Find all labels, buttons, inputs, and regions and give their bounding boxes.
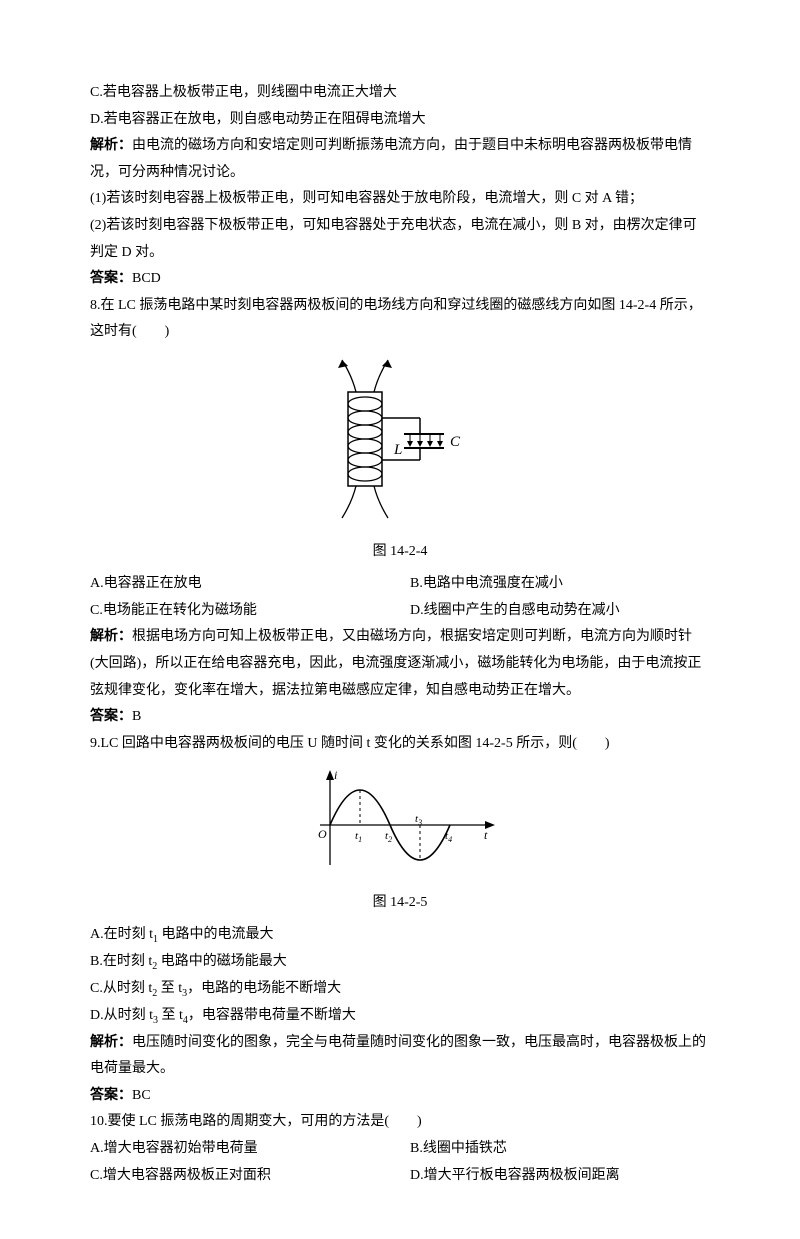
q7-analysis-line1: 解析：由电流的磁场方向和安培定则可判断振荡电流方向，由于题目中未标明电容器两极板… xyxy=(90,133,710,186)
q9-analysis: 解析：电压随时间变化的图象，完全与电荷量随时间变化的图象一致，电压最高时，电容器… xyxy=(90,1030,710,1083)
q9-option-a: A.在时刻 t1 电路中的电流最大 xyxy=(90,922,710,949)
answer-label: 答案： xyxy=(90,271,132,286)
q8-options-row2: C.电场能正在转化为磁场能 D.线圈中产生的自感电动势在减小 xyxy=(90,598,710,625)
sine-wave-chart: O i t t1 t2 t3 t4 xyxy=(300,765,500,875)
analysis-label: 解析： xyxy=(90,1035,132,1050)
q9-option-d: D.从时刻 t3 至 t4，电容器带电荷量不断增大 xyxy=(90,1003,710,1030)
svg-text:t4: t4 xyxy=(445,830,452,844)
answer-label: 答案： xyxy=(90,1088,132,1103)
q9-analysis-text: 电压随时间变化的图象，完全与电荷量随时间变化的图象一致，电压最高时，电容器极板上… xyxy=(90,1035,706,1077)
q7-answer-text: BCD xyxy=(132,271,161,286)
answer-label: 答案： xyxy=(90,709,132,724)
q8-figure: L C xyxy=(90,354,710,535)
x-axis-label: t xyxy=(484,828,488,842)
q7-option-c: C.若电容器上极板带正电，则线圈中电流正大增大 xyxy=(90,80,710,107)
q10-options-row2: C.增大电容器两极板正对面积 D.增大平行板电容器两极板间距离 xyxy=(90,1163,710,1190)
q10-options-row1: A.增大电容器初始带电荷量 B.线圈中插铁芯 xyxy=(90,1136,710,1163)
analysis-label: 解析： xyxy=(90,138,132,153)
q10-stem: 10.要使 LC 振荡电路的周期变大，可用的方法是( ) xyxy=(90,1109,710,1136)
q8-option-b: B.电路中电流强度在减小 xyxy=(390,571,710,598)
q7-analysis-line3: (2)若该时刻电容器下极板带正电，可知电容器处于充电状态，电流在减小，则 B 对… xyxy=(90,213,710,266)
q7-analysis-line2: (1)若该时刻电容器上极板带正电，则可知电容器处于放电阶段，电流增大，则 C 对… xyxy=(90,186,710,213)
q8-analysis: 解析：根据电场方向可知上极板带正电，又由磁场方向，根据安培定则可判断，电流方向为… xyxy=(90,624,710,704)
q8-analysis-text: 根据电场方向可知上极板带正电，又由磁场方向，根据安培定则可判断，电流方向为顺时针… xyxy=(90,629,701,697)
q9-option-b: B.在时刻 t2 电路中的磁场能最大 xyxy=(90,949,710,976)
svg-text:t2: t2 xyxy=(385,830,392,844)
q10-option-c: C.增大电容器两极板正对面积 xyxy=(90,1163,390,1190)
q9-answer: 答案：BC xyxy=(90,1083,710,1110)
q10-option-a: A.增大电容器初始带电荷量 xyxy=(90,1136,390,1163)
q9-answer-text: BC xyxy=(132,1088,151,1103)
q7-analysis-text1: 由电流的磁场方向和安培定则可判断振荡电流方向，由于题目中未标明电容器两极板带电情… xyxy=(90,138,692,180)
q9-option-c: C.从时刻 t2 至 t3，电路的电场能不断增大 xyxy=(90,976,710,1003)
q8-option-d: D.线圈中产生的自感电动势在减小 xyxy=(390,598,710,625)
svg-text:t3: t3 xyxy=(415,813,422,827)
q10-option-d: D.增大平行板电容器两极板间距离 xyxy=(390,1163,710,1190)
analysis-label: 解析： xyxy=(90,629,132,644)
q9-stem: 9.LC 回路中电容器两极板间的电压 U 随时间 t 变化的关系如图 14-2-… xyxy=(90,731,710,758)
q9-fig-caption: 图 14-2-5 xyxy=(90,890,710,917)
q8-answer-text: B xyxy=(132,709,141,724)
label-C: C xyxy=(450,434,461,450)
y-axis-label: i xyxy=(334,768,337,782)
q7-option-d: D.若电容器正在放电，则自感电动势正在阻碍电流增大 xyxy=(90,107,710,134)
q8-options-row1: A.电容器正在放电 B.电路中电流强度在减小 xyxy=(90,571,710,598)
origin-label: O xyxy=(318,827,327,841)
q8-option-c: C.电场能正在转化为磁场能 xyxy=(90,598,390,625)
q8-answer: 答案：B xyxy=(90,704,710,731)
q10-option-b: B.线圈中插铁芯 xyxy=(390,1136,710,1163)
lc-circuit-diagram: L C xyxy=(320,354,480,524)
q9-figure: O i t t1 t2 t3 t4 xyxy=(90,765,710,886)
svg-text:t1: t1 xyxy=(355,830,362,844)
q8-option-a: A.电容器正在放电 xyxy=(90,571,390,598)
label-L: L xyxy=(393,442,402,458)
q7-answer: 答案：BCD xyxy=(90,266,710,293)
q8-fig-caption: 图 14-2-4 xyxy=(90,539,710,566)
q8-stem: 8.在 LC 振荡电路中某时刻电容器两极板间的电场线方向和穿过线圈的磁感线方向如… xyxy=(90,293,710,346)
